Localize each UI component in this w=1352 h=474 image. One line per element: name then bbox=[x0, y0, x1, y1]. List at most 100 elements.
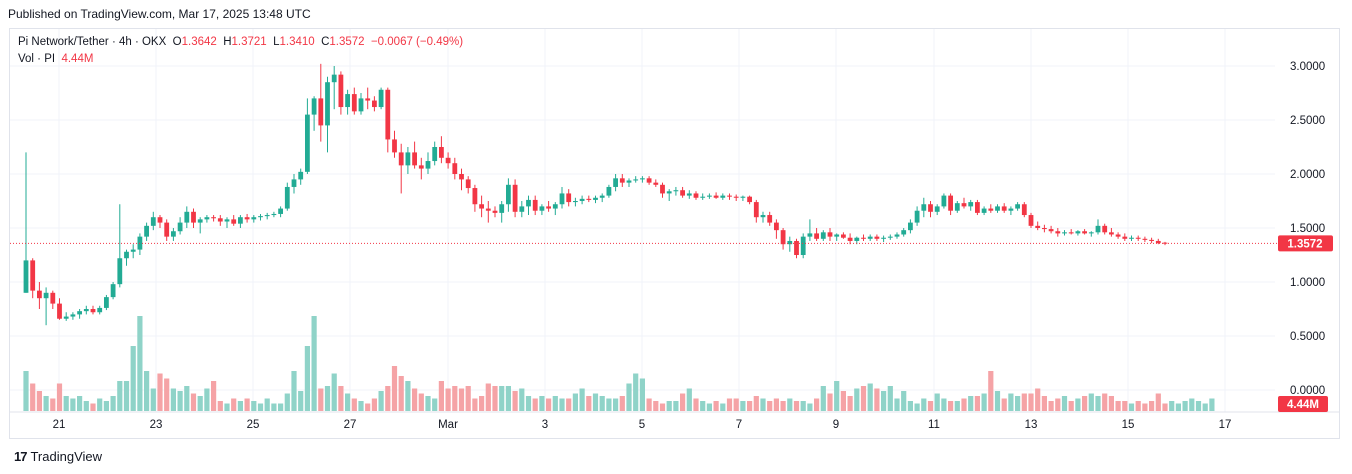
candle-body[interactable] bbox=[251, 217, 257, 220]
candle-body[interactable] bbox=[707, 195, 712, 197]
candle-body[interactable] bbox=[50, 292, 56, 304]
candle-body[interactable] bbox=[130, 249, 136, 252]
candle-body[interactable] bbox=[861, 237, 866, 239]
candle-body[interactable] bbox=[586, 198, 592, 200]
candle-body[interactable] bbox=[57, 303, 62, 319]
candle-body[interactable] bbox=[278, 208, 283, 214]
candle-body[interactable] bbox=[774, 222, 779, 231]
candle-body[interactable] bbox=[847, 237, 853, 241]
candle-body[interactable] bbox=[63, 316, 69, 319]
candle-body[interactable] bbox=[894, 234, 900, 237]
candle-body[interactable] bbox=[492, 210, 498, 213]
candle-body[interactable] bbox=[1142, 238, 1148, 240]
candle-body[interactable] bbox=[666, 191, 672, 194]
candle-body[interactable] bbox=[499, 204, 505, 213]
candle-body[interactable] bbox=[83, 309, 89, 312]
candle-body[interactable] bbox=[1095, 225, 1101, 233]
candle-body[interactable] bbox=[640, 178, 645, 180]
candle-body[interactable] bbox=[378, 89, 384, 108]
candle-body[interactable] bbox=[948, 195, 953, 211]
candle-body[interactable] bbox=[981, 208, 987, 213]
candle-body[interactable] bbox=[1068, 232, 1074, 234]
candle-body[interactable] bbox=[90, 309, 96, 313]
candle-body[interactable] bbox=[1149, 239, 1154, 241]
candle-body[interactable] bbox=[1082, 231, 1087, 234]
candle-body[interactable] bbox=[834, 234, 840, 237]
candle-body[interactable] bbox=[887, 236, 893, 238]
candle-body[interactable] bbox=[881, 237, 886, 239]
candle-body[interactable] bbox=[901, 230, 907, 235]
candle-body[interactable] bbox=[318, 98, 324, 126]
candle-body[interactable] bbox=[841, 234, 846, 238]
candle-body[interactable] bbox=[968, 202, 974, 207]
candle-body[interactable] bbox=[104, 297, 109, 308]
candle-body[interactable] bbox=[975, 202, 980, 213]
candle-body[interactable] bbox=[432, 147, 438, 162]
candle-body[interactable] bbox=[1028, 215, 1034, 226]
candle-body[interactable] bbox=[345, 94, 350, 108]
candle-body[interactable] bbox=[418, 165, 424, 169]
candle-body[interactable] bbox=[914, 210, 920, 223]
candle-body[interactable] bbox=[452, 163, 458, 174]
candle-body[interactable] bbox=[311, 98, 317, 115]
candle-body[interactable] bbox=[1075, 231, 1081, 234]
candle-body[interactable] bbox=[753, 202, 759, 218]
candle-body[interactable] bbox=[1122, 236, 1128, 239]
candle-body[interactable] bbox=[305, 114, 310, 172]
candle-body[interactable] bbox=[988, 208, 994, 211]
candle-body[interactable] bbox=[934, 206, 940, 212]
candle-body[interactable] bbox=[150, 217, 156, 226]
candle-body[interactable] bbox=[1015, 204, 1020, 209]
candle-body[interactable] bbox=[619, 178, 625, 183]
candle-body[interactable] bbox=[445, 157, 451, 164]
candle-body[interactable] bbox=[472, 188, 478, 205]
candle-body[interactable] bbox=[459, 174, 464, 180]
candle-body[interactable] bbox=[566, 193, 572, 203]
candle-body[interactable] bbox=[807, 233, 813, 237]
candle-body[interactable] bbox=[197, 219, 203, 223]
candle-body[interactable] bbox=[579, 198, 585, 201]
candle-body[interactable] bbox=[264, 215, 270, 217]
candle-body[interactable] bbox=[1008, 208, 1014, 211]
candle-body[interactable] bbox=[351, 94, 357, 112]
candle-body[interactable] bbox=[646, 178, 652, 183]
candle-body[interactable] bbox=[110, 284, 116, 298]
candle-body[interactable] bbox=[686, 193, 692, 196]
candle-body[interactable] bbox=[599, 195, 605, 198]
candle-body[interactable] bbox=[191, 211, 196, 223]
volume-label[interactable]: Vol · PI bbox=[18, 53, 56, 65]
candle-body[interactable] bbox=[961, 203, 967, 207]
candle-body[interactable] bbox=[713, 195, 719, 198]
candle-body[interactable] bbox=[633, 179, 639, 181]
candle-body[interactable] bbox=[854, 237, 860, 241]
candle-body[interactable] bbox=[224, 219, 230, 222]
candle-body[interactable] bbox=[1055, 231, 1061, 234]
candle-body[interactable] bbox=[673, 190, 679, 192]
candle-body[interactable] bbox=[43, 292, 49, 299]
candle-body[interactable] bbox=[211, 217, 216, 219]
candle-body[interactable] bbox=[271, 213, 277, 216]
candle-body[interactable] bbox=[727, 195, 732, 197]
candle-body[interactable] bbox=[485, 208, 491, 211]
candle-body[interactable] bbox=[519, 206, 525, 212]
candle-body[interactable] bbox=[794, 240, 799, 255]
candle-body[interactable] bbox=[1035, 225, 1041, 228]
candle-body[interactable] bbox=[30, 260, 36, 291]
tradingview-footer[interactable]: 17 TradingView bbox=[14, 449, 102, 464]
candle-body[interactable] bbox=[539, 206, 545, 211]
candle-body[interactable] bbox=[97, 307, 103, 313]
candle-body[interactable] bbox=[164, 222, 170, 237]
candle-body[interactable] bbox=[512, 184, 518, 212]
candle-body[interactable] bbox=[117, 258, 123, 285]
candle-body[interactable] bbox=[867, 236, 873, 239]
candle-body[interactable] bbox=[298, 171, 304, 180]
candle-body[interactable] bbox=[177, 222, 183, 232]
candle-body[interactable] bbox=[506, 184, 511, 205]
candle-body[interactable] bbox=[606, 186, 612, 196]
candle-body[interactable] bbox=[908, 222, 913, 231]
candle-body[interactable] bbox=[412, 152, 417, 166]
candle-body[interactable] bbox=[653, 182, 659, 185]
candle-body[interactable] bbox=[258, 216, 263, 218]
candle-body[interactable] bbox=[573, 201, 578, 203]
